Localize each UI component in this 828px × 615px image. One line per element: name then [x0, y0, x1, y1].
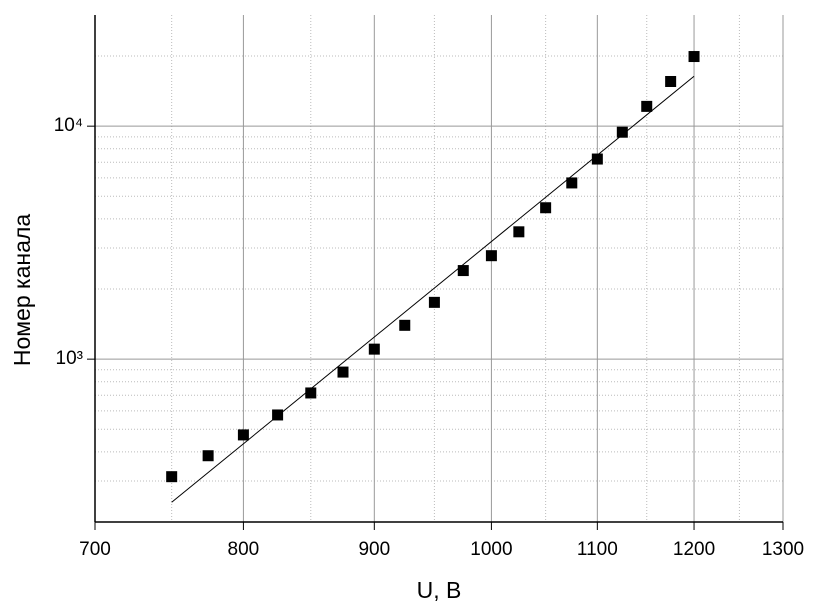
point: [513, 226, 525, 238]
point: [665, 75, 677, 87]
point: [368, 343, 380, 355]
point: [428, 296, 440, 308]
point: [591, 153, 603, 165]
x-tick-label: 900: [358, 539, 390, 560]
x-tick-label: 800: [228, 539, 260, 560]
x-tick-label: 1300: [762, 539, 804, 560]
x-tick-label: 700: [79, 539, 111, 560]
point: [202, 450, 214, 462]
fit-line: [171, 75, 695, 503]
x-axis-label: U, B: [417, 577, 462, 603]
point: [566, 177, 578, 189]
point: [237, 429, 249, 441]
x-tick-label: 1200: [673, 539, 715, 560]
point: [688, 51, 700, 63]
x-tick-label: 1000: [470, 539, 512, 560]
point: [305, 387, 317, 399]
point: [272, 409, 284, 421]
y-axis-label: Номер канала: [9, 214, 35, 366]
y-tick-label: 10³: [56, 348, 83, 369]
point: [540, 202, 552, 214]
point: [616, 126, 628, 138]
x-tick-label: 1100: [577, 539, 618, 560]
point: [166, 471, 178, 483]
point: [641, 100, 653, 112]
point: [399, 319, 411, 331]
point: [457, 265, 469, 277]
point: [485, 250, 497, 262]
y-tick-label: 10⁴: [54, 115, 83, 136]
point: [337, 366, 349, 378]
